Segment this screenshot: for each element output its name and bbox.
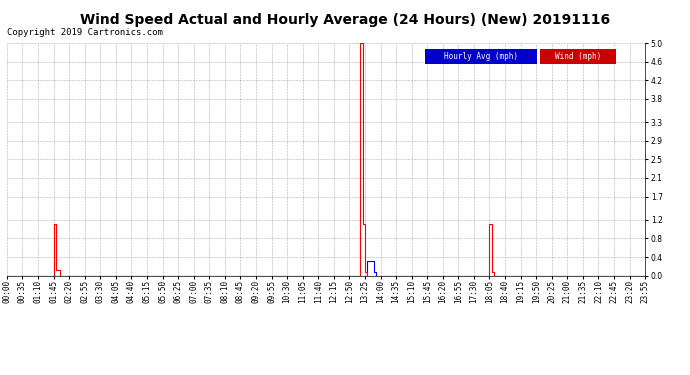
FancyBboxPatch shape: [540, 49, 616, 64]
Text: Wind Speed Actual and Hourly Average (24 Hours) (New) 20191116: Wind Speed Actual and Hourly Average (24…: [80, 13, 610, 27]
FancyBboxPatch shape: [425, 49, 537, 64]
Text: Wind (mph): Wind (mph): [555, 52, 601, 61]
Text: Copyright 2019 Cartronics.com: Copyright 2019 Cartronics.com: [7, 28, 163, 37]
Text: Hourly Avg (mph): Hourly Avg (mph): [444, 52, 518, 61]
